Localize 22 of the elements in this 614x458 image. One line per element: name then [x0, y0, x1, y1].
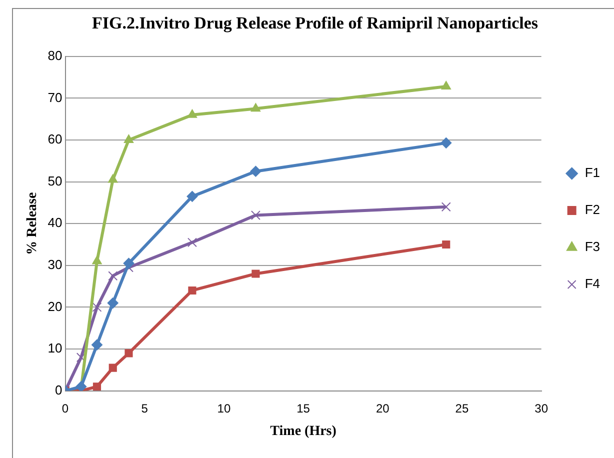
legend-label: F4 — [584, 276, 600, 292]
chart-title: FIG.2.Invitro Drug Release Profile of Ramipril Nanoparticles — [92, 14, 538, 33]
y-tick-label: 40 — [48, 215, 62, 230]
y-tick-label: 50 — [48, 173, 62, 188]
y-axis-title: % Release — [25, 192, 40, 255]
x-tick-label: 10 — [217, 401, 231, 416]
x-axis-title: Time (Hrs) — [270, 424, 337, 440]
x-tick-label: 5 — [141, 401, 148, 416]
y-tick-label: 70 — [48, 90, 62, 105]
y-tick-label: 80 — [48, 48, 62, 63]
y-tick-label: 10 — [48, 340, 62, 356]
x-tick-label: 30 — [534, 401, 548, 416]
x-tick-label: 25 — [455, 401, 469, 416]
legend-label: F1 — [584, 165, 600, 180]
legend-label: F3 — [584, 239, 600, 254]
y-tick-label: 60 — [48, 132, 62, 147]
y-tick-label: 0 — [55, 382, 62, 398]
y-tick-label: 30 — [48, 256, 62, 272]
x-tick-label: 20 — [376, 401, 390, 416]
x-tick-label: 15 — [296, 401, 310, 416]
legend-label: F2 — [584, 202, 600, 218]
y-tick-label: 20 — [48, 298, 62, 314]
